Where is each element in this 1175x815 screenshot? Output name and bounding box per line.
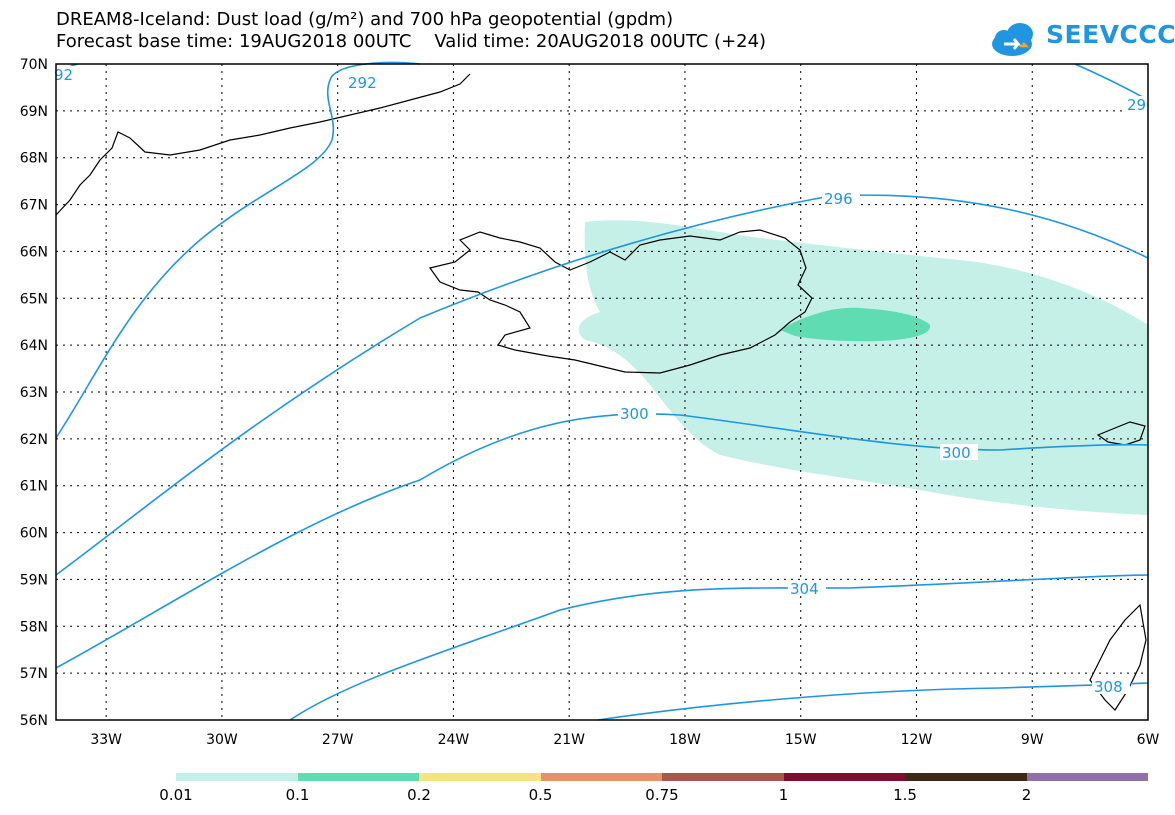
latitude-labels: 70N 69N 68N 67N 66N 65N 64N 63N 62N 61N 60N 59N 58N 5… <box>20 57 48 729</box>
contour-308 <box>597 682 1149 721</box>
longitude-label: 12W <box>901 732 933 748</box>
colorbar-segment <box>662 773 784 781</box>
map-title: DREAM8-Iceland: Dust load (g/m²) and 700… <box>56 9 674 30</box>
longitude-label: 18W <box>669 732 701 748</box>
latitude-label: 62N <box>20 432 48 448</box>
contour-label: 29 <box>1127 96 1146 114</box>
colorbar-label: 0.01 <box>159 786 193 804</box>
logo-text: SEEVCCC <box>1046 20 1175 49</box>
coastlines <box>55 73 1147 711</box>
latitude-label: 60N <box>20 526 48 542</box>
latitude-label: 57N <box>20 666 48 682</box>
contour-label: 296 <box>824 190 853 208</box>
greenland-coast <box>55 73 471 216</box>
contour-label: 304 <box>790 580 819 598</box>
colorbar-segment <box>419 773 541 781</box>
longitude-label: 9W <box>1021 732 1044 748</box>
colorbar-label: 1 <box>778 786 789 804</box>
scotland-coast <box>1089 603 1147 711</box>
longitude-label: 6W <box>1137 732 1160 748</box>
latitude-label: 66N <box>20 244 48 260</box>
latitude-label: 67N <box>20 198 48 214</box>
contour-label: 292 <box>348 74 377 92</box>
latitude-label: 68N <box>20 151 48 167</box>
latitude-label: 65N <box>20 291 48 307</box>
contour-292 <box>55 61 421 439</box>
longitude-label: 24W <box>438 732 470 748</box>
latitude-label: 56N <box>20 713 48 729</box>
colorbar-label: 1.5 <box>893 786 917 804</box>
colorbar-segment <box>905 773 1027 781</box>
colorbar-segment <box>176 773 298 781</box>
longitude-label: 30W <box>206 732 238 748</box>
contour-label: 300 <box>942 444 971 462</box>
colorbar-label: 0.5 <box>528 786 553 804</box>
seevccc-logo <box>992 23 1033 56</box>
colorbar-label: 2 <box>1021 786 1032 804</box>
colorbar-label: 0.2 <box>407 786 431 804</box>
longitude-labels: 33W 30W 27W 24W 21W 18W 15W 12W 9W 6W <box>90 732 1159 748</box>
forecast-times: Forecast base time: 19AUG2018 00UTC Vali… <box>56 31 767 52</box>
iceland-coast <box>428 229 813 374</box>
contour-label: 308 <box>1094 678 1123 696</box>
contour-label-group: 92 292 296 29 300 300 304 308 <box>52 66 1148 696</box>
cloud-icon <box>992 23 1033 56</box>
dust-area-medium <box>780 307 931 342</box>
dust-area-light <box>578 220 1148 515</box>
latitude-label: 63N <box>20 385 48 401</box>
latitude-label: 61N <box>20 479 48 495</box>
faroe-coast <box>1096 421 1146 446</box>
latitude-label: 64N <box>20 338 48 354</box>
longitude-label: 15W <box>785 732 817 748</box>
colorbar-segment <box>540 773 662 781</box>
colorbar-label: 0.75 <box>645 786 679 804</box>
dust-load-map: 92 292 296 29 300 300 304 308 70N 69N 68N 6… <box>20 57 1160 748</box>
longitude-label: 27W <box>322 732 354 748</box>
contour-label: 92 <box>54 66 73 84</box>
latitude-label: 69N <box>20 104 48 120</box>
colorbar-label: 0.1 <box>285 786 310 804</box>
colorbar-segment <box>783 773 905 781</box>
latitude-label: 70N <box>20 57 48 73</box>
latitude-label: 59N <box>20 572 48 588</box>
contour-304 <box>289 574 1149 721</box>
latitude-label: 58N <box>20 619 48 635</box>
contour-label: 300 <box>620 405 649 423</box>
contour-292-ne <box>1074 63 1149 101</box>
contour-296 <box>55 194 1149 576</box>
longitude-label: 21W <box>553 732 585 748</box>
longitude-label: 33W <box>90 732 122 748</box>
colorbar-segment <box>297 773 419 781</box>
colorbar-segment <box>1026 773 1148 781</box>
graticule <box>56 64 1148 720</box>
map-frame <box>55 63 1149 721</box>
